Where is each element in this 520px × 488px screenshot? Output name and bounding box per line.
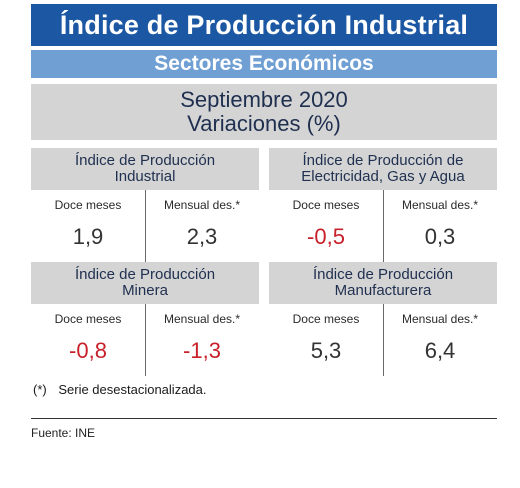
twelve-month-column: Doce meses -0,5 [269,190,383,262]
panel-body: Doce meses -0,5 Mensual des.* 0,3 [269,190,497,262]
monthly-sa-value: -1,3 [183,338,221,363]
panel-body: Doce meses -0,8 Mensual des.* -1,3 [31,304,259,376]
twelve-month-value: -0,5 [307,224,345,249]
panel-body: Doce meses 1,9 Mensual des.* 2,3 [31,190,259,262]
panel-industrial: Índice de Producción Industrial Doce mes… [31,148,259,262]
monthly-sa-column: Mensual des.* 2,3 [145,190,259,262]
panel-title-line1: Índice de Producción [74,266,216,283]
monthly-sa-label: Mensual des.* [163,198,241,212]
panel-mining: Índice de Producción Minera Doce meses -… [31,262,259,376]
twelve-month-value: 5,3 [310,338,342,363]
panel-title-line1: Índice de Producción [74,152,216,169]
panel-title-line1: Índice de Producción [312,266,454,283]
monthly-sa-value: 0,3 [424,224,456,249]
panel-title: Índice de Producción Manufacturera [269,262,497,304]
period-header: Septiembre 2020 Variaciones (%) [31,84,497,140]
panel-title: Índice de Producción de Electricidad, Ga… [269,148,497,190]
panel-title-line2: Industrial [114,168,176,185]
monthly-sa-label: Mensual des.* [401,312,479,326]
twelve-month-label: Doce meses [54,198,122,212]
panel-title: Índice de Producción Industrial [31,148,259,190]
twelve-month-value: -0,8 [69,338,107,363]
monthly-sa-column: Mensual des.* 0,3 [383,190,497,262]
twelve-month-column: Doce meses 1,9 [31,190,145,262]
twelve-month-label: Doce meses [292,198,360,212]
main-title: Índice de Producción Industrial [31,4,497,46]
panel-electricity-gas-water: Índice de Producción de Electricidad, Ga… [269,148,497,262]
column-divider [145,190,146,262]
period-label: Septiembre 2020 [180,87,348,112]
panel-title-line2: Manufacturera [334,282,432,299]
panel-title-line2: Minera [122,282,168,299]
source-note: Fuente: INE [31,426,96,440]
subtitle: Sectores Económicos [31,50,497,78]
footnote: (*) Serie desestacionalizada. [33,382,207,397]
panel-body: Doce meses 5,3 Mensual des.* 6,4 [269,304,497,376]
monthly-sa-value: 6,4 [424,338,456,363]
footnote-mark: (*) [33,382,47,397]
monthly-sa-label: Mensual des.* [163,312,241,326]
panel-manufacturing: Índice de Producción Manufacturera Doce … [269,262,497,376]
monthly-sa-value: 2,3 [186,224,218,249]
column-divider [145,304,146,376]
twelve-month-column: Doce meses -0,8 [31,304,145,376]
monthly-sa-label: Mensual des.* [401,198,479,212]
twelve-month-value: 1,9 [72,224,104,249]
footnote-text: Serie desestacionalizada. [58,382,207,397]
measure-label: Variaciones (%) [187,111,341,136]
panel-title: Índice de Producción Minera [31,262,259,304]
monthly-sa-column: Mensual des.* 6,4 [383,304,497,376]
column-divider [383,190,384,262]
twelve-month-column: Doce meses 5,3 [269,304,383,376]
footer-rule [31,418,497,419]
panel-title-line1: Índice de Producción de [302,152,464,169]
column-divider [383,304,384,376]
twelve-month-label: Doce meses [54,312,122,326]
twelve-month-label: Doce meses [292,312,360,326]
monthly-sa-column: Mensual des.* -1,3 [145,304,259,376]
panel-title-line2: Electricidad, Gas y Agua [301,168,465,185]
